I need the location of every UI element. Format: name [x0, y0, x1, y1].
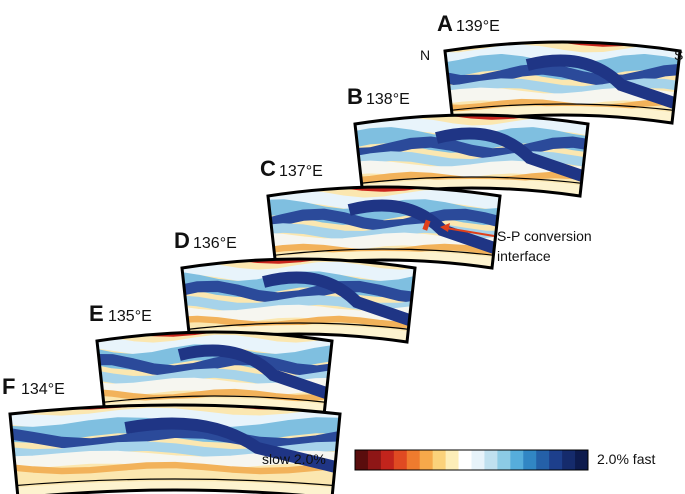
velocity-band: [10, 407, 340, 429]
panel-longitude: 139°E: [456, 18, 500, 35]
slab: [177, 344, 332, 401]
velocity-band: [355, 151, 588, 169]
velocity-band: [10, 426, 340, 450]
colorbar-swatch: [393, 450, 408, 470]
lower-strip: [10, 481, 340, 494]
section-panel: C 137°E: [260, 156, 502, 270]
velocity-band: [97, 353, 332, 377]
panel-letter: E: [89, 301, 104, 326]
colorbar-left-label: slow 2.0%: [262, 451, 326, 467]
section-outline: [8, 403, 342, 494]
annotation-line: S-P conversion: [497, 228, 592, 244]
annotation-line: interface: [497, 248, 551, 264]
slab: [347, 199, 500, 256]
panel-longitude: 135°E: [108, 308, 152, 325]
colorbar-frame: [354, 449, 589, 471]
section-panel: F 134°E: [2, 374, 342, 494]
slab: [124, 417, 340, 474]
discontinuity: [445, 103, 680, 112]
velocity-band: [355, 136, 588, 160]
velocity-band: [182, 304, 415, 324]
panel-longitude: 138°E: [366, 91, 410, 108]
colorbar-swatch: [523, 450, 537, 470]
colorbar-swatch: [406, 450, 421, 470]
colorbar-swatch: [380, 450, 395, 470]
conversion-marker: [422, 219, 431, 231]
discontinuity: [268, 248, 500, 257]
colorbar-swatch: [536, 450, 550, 470]
panel-letter: F: [2, 374, 15, 399]
colorbar-swatch: [471, 450, 485, 470]
colorbar-swatch: [419, 450, 434, 470]
colorbar-swatch: [510, 450, 524, 470]
colorbar-swatch: [497, 450, 511, 470]
colorbar-swatch: [575, 450, 589, 470]
section-fill: [10, 405, 340, 494]
colorbar-swatch: [432, 450, 447, 470]
north-label: N: [420, 47, 430, 63]
velocity-band: [445, 78, 680, 96]
colorbar-right-label: 2.0% fast: [597, 451, 655, 467]
panel-longitude: 137°E: [279, 163, 323, 180]
colorbar-swatch: [355, 450, 369, 470]
colorbar-swatch: [458, 450, 472, 470]
colorbar-swatch: [445, 450, 460, 470]
velocity-band: [445, 44, 680, 66]
velocity-band: [445, 63, 680, 87]
panel-letter: C: [260, 156, 276, 181]
panel-longitude: 134°E: [21, 381, 65, 398]
velocity-band: [97, 388, 332, 402]
annotation-arrow: [445, 227, 495, 237]
colorbar-swatch: [562, 450, 576, 470]
velocity-band: [268, 208, 500, 232]
slab: [262, 271, 415, 328]
colorbar: [354, 449, 589, 471]
discontinuity: [355, 176, 588, 185]
velocity-band: [182, 280, 415, 304]
colorbar-swatch: [367, 450, 382, 470]
section-fill: [268, 187, 500, 268]
colorbar-swatch: [549, 450, 563, 470]
arrow-head: [440, 223, 450, 232]
slab: [435, 127, 588, 184]
panels: A 139°EB 138°EC 137°ED 136°EE 135°EF 134°E: [2, 11, 682, 494]
velocity-band: [268, 232, 500, 252]
panel-letter: B: [347, 84, 363, 109]
panel-letter: A: [437, 11, 453, 36]
panel-longitude: 136°E: [193, 235, 237, 252]
colorbar-swatch: [484, 450, 498, 470]
discontinuity: [10, 478, 340, 487]
velocity-band: [97, 334, 332, 356]
slab: [525, 54, 680, 111]
discontinuity: [182, 322, 415, 331]
velocity-band: [10, 461, 340, 475]
south-label: S: [674, 47, 683, 63]
section-fill: [355, 115, 588, 196]
discontinuity: [97, 395, 332, 404]
section-panel: B 138°E: [347, 84, 590, 198]
panel-letter: D: [174, 228, 190, 253]
